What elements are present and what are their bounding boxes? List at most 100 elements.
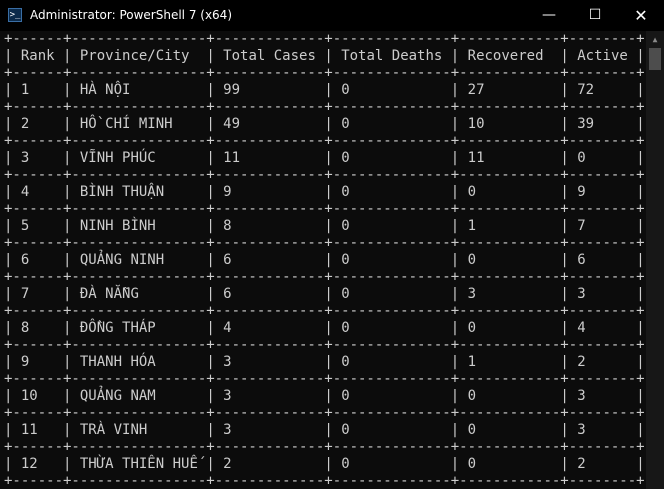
table-cell: 8 (214, 218, 325, 234)
table-cell: ĐỒNG THÁP (71, 320, 207, 336)
table-cell: 4 (214, 320, 325, 336)
table-cell: 3 (12, 150, 64, 166)
table-cell: 0 (332, 218, 451, 234)
table-row: | 9 | THANH HÓA | 3 | 0 | 1 | 2 | (4, 354, 645, 370)
table-cell: 6 (214, 252, 325, 268)
table-cell: 9 (12, 354, 64, 370)
table-cell: 0 (459, 388, 561, 404)
table-cell: 3 (459, 286, 561, 302)
table-border: +------+----------------+-------------+-… (4, 337, 645, 353)
table-cell: 3 (214, 354, 325, 370)
window-title: Administrator: PowerShell 7 (x64) (30, 8, 233, 22)
table-border: +------+----------------+-------------+-… (4, 31, 645, 47)
table-cell: HÀ NỘI (71, 82, 207, 98)
table-cell: 12 (12, 456, 64, 472)
table-cell: 9 (568, 184, 637, 200)
column-header: Rank (12, 48, 64, 64)
table-cell: 3 (214, 422, 325, 438)
table-cell: 2 (12, 116, 64, 132)
table-cell: 3 (214, 388, 325, 404)
table-cell: THỪA THIÊN HUẾ (71, 456, 207, 472)
table-cell: 5 (12, 218, 64, 234)
table-cell: 3 (568, 286, 637, 302)
table-cell: 0 (332, 184, 451, 200)
table-cell: 0 (332, 286, 451, 302)
maximize-button[interactable]: ☐ (588, 7, 602, 23)
table-cell: 0 (332, 354, 451, 370)
table-cell: HỒ CHÍ MINH (71, 116, 207, 132)
table-row: | 4 | BÌNH THUẬN | 9 | 0 | 0 | 9 | (4, 184, 645, 200)
table-row: | 1 | HÀ NỘI | 99 | 0 | 27 | 72 | (4, 82, 645, 98)
table-row: | 11 | TRÀ VINH | 3 | 0 | 0 | 3 | (4, 422, 645, 438)
table-cell: 11 (12, 422, 64, 438)
table-cell: 49 (214, 116, 325, 132)
table-cell: 0 (332, 388, 451, 404)
table-row: | 6 | QUẢNG NINH | 6 | 0 | 0 | 6 | (4, 252, 645, 268)
table-border: +------+----------------+-------------+-… (4, 473, 645, 489)
table-cell: 2 (568, 456, 637, 472)
column-header: Recovered (459, 48, 561, 64)
minimize-button[interactable]: — (542, 7, 556, 23)
table-row: | 8 | ĐỒNG THÁP | 4 | 0 | 0 | 4 | (4, 320, 645, 336)
table-cell: 4 (568, 320, 637, 336)
table-border: +------+----------------+-------------+-… (4, 99, 645, 115)
table-cell: 10 (12, 388, 64, 404)
powershell-icon: >_ (8, 8, 22, 22)
close-button[interactable]: ✕ (634, 6, 648, 25)
table-border: +------+----------------+-------------+-… (4, 167, 645, 183)
table-cell: 9 (214, 184, 325, 200)
table-border: +------+----------------+-------------+-… (4, 269, 645, 285)
table-cell: 11 (459, 150, 561, 166)
table-border: +------+----------------+-------------+-… (4, 201, 645, 217)
table-cell: 2 (568, 354, 637, 370)
title-bar[interactable]: >_ Administrator: PowerShell 7 (x64) — ☐… (0, 0, 664, 31)
vertical-scrollbar[interactable]: ▲ (646, 31, 664, 489)
table-row: | 5 | NINH BÌNH | 8 | 0 | 1 | 7 | (4, 218, 645, 234)
table-cell: THANH HÓA (71, 354, 207, 370)
table-cell: TRÀ VINH (71, 422, 207, 438)
table-cell: 10 (459, 116, 561, 132)
column-header: Province/City (71, 48, 207, 64)
scrollbar-thumb[interactable] (649, 48, 661, 70)
table-cell: ĐÀ NẴNG (71, 286, 207, 302)
table-border: +------+----------------+-------------+-… (4, 235, 645, 251)
table-cell: 6 (214, 286, 325, 302)
table-cell: 7 (568, 218, 637, 234)
table-row: | 12 | THỪA THIÊN HUẾ | 2 | 0 | 0 | 2 | (4, 456, 645, 472)
table-cell: 0 (332, 456, 451, 472)
column-header: Total Cases (214, 48, 325, 64)
table-cell: 0 (459, 252, 561, 268)
table-cell: 0 (568, 150, 637, 166)
table-cell: 6 (568, 252, 637, 268)
table-cell: 0 (459, 184, 561, 200)
table-cell: 0 (332, 82, 451, 98)
table-cell: 8 (12, 320, 64, 336)
table-cell: 2 (214, 456, 325, 472)
table-border: +------+----------------+-------------+-… (4, 405, 645, 421)
table-cell: 0 (459, 422, 561, 438)
table-cell: 0 (459, 456, 561, 472)
table-cell: 99 (214, 82, 325, 98)
table-cell: 0 (332, 116, 451, 132)
table-cell: 0 (332, 150, 451, 166)
results-table: +------+----------------+-------------+-… (4, 31, 645, 489)
table-row: | 3 | VĨNH PHÚC | 11 | 0 | 11 | 0 | (4, 150, 645, 166)
table-row: | 10 | QUẢNG NAM | 3 | 0 | 0 | 3 | (4, 388, 645, 404)
scroll-up-arrow-icon[interactable]: ▲ (652, 35, 658, 44)
column-header: Total Deaths (332, 48, 451, 64)
table-cell: 39 (568, 116, 637, 132)
console-output[interactable]: +------+----------------+-------------+-… (0, 31, 646, 489)
table-border: +------+----------------+-------------+-… (4, 65, 645, 81)
table-row: | 2 | HỒ CHÍ MINH | 49 | 0 | 10 | 39 | (4, 116, 645, 132)
table-cell: NINH BÌNH (71, 218, 207, 234)
table-header-row: | Rank | Province/City | Total Cases | T… (4, 48, 645, 64)
table-cell: 1 (459, 354, 561, 370)
table-border: +------+----------------+-------------+-… (4, 439, 645, 455)
table-cell: 4 (12, 184, 64, 200)
table-cell: 0 (332, 320, 451, 336)
table-cell: 11 (214, 150, 325, 166)
table-cell: QUẢNG NINH (71, 252, 207, 268)
table-cell: VĨNH PHÚC (71, 150, 207, 166)
table-cell: 27 (459, 82, 561, 98)
table-border: +------+----------------+-------------+-… (4, 133, 645, 149)
